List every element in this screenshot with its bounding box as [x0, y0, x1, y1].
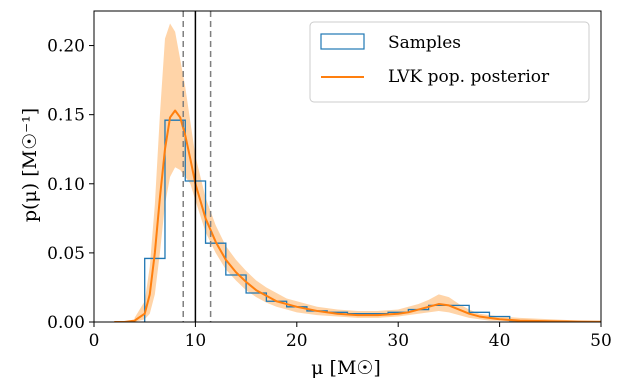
histogram-bar: [226, 275, 246, 322]
legend-frame: [309, 21, 590, 103]
x-tick-label: 20: [286, 331, 308, 351]
y-tick-label: 0.20: [47, 37, 85, 57]
histogram-bar: [145, 258, 165, 322]
x-tick-label: 30: [387, 331, 409, 351]
x-tick-label: 50: [590, 331, 612, 351]
histogram-bar: [429, 305, 449, 322]
legend-samples-label: Samples: [388, 33, 461, 53]
histogram-bar: [449, 305, 469, 322]
x-tick-label: 0: [89, 331, 100, 351]
histogram-bar: [165, 120, 185, 322]
legend-posterior-label: LVK pop. posterior: [388, 67, 550, 87]
y-tick-label: 0.15: [47, 106, 85, 126]
axes: 0 10 20 30 40 50 0.00 0.05 0.10 0.15 0.20: [47, 10, 612, 351]
legend-samples-swatch: [320, 33, 365, 50]
y-tick-label: 0.05: [47, 244, 85, 264]
posterior-median-line: [114, 109, 601, 322]
x-tick-label: 40: [489, 331, 511, 351]
y-tick-label: 0.00: [47, 313, 85, 333]
x-axis-label: μ [M☉]: [311, 357, 381, 379]
legend: Samples LVK pop. posterior: [309, 21, 590, 103]
x-tick-label: 10: [185, 331, 207, 351]
plot-content: [114, 11, 601, 322]
y-axis-label: p(μ) [M☉⁻¹]: [19, 108, 41, 222]
histogram-bar: [266, 301, 286, 322]
axes-frame: [93, 10, 602, 323]
histogram-bar: [246, 293, 266, 322]
y-tick-label: 0.10: [47, 175, 85, 195]
plot-area: [114, 11, 601, 322]
